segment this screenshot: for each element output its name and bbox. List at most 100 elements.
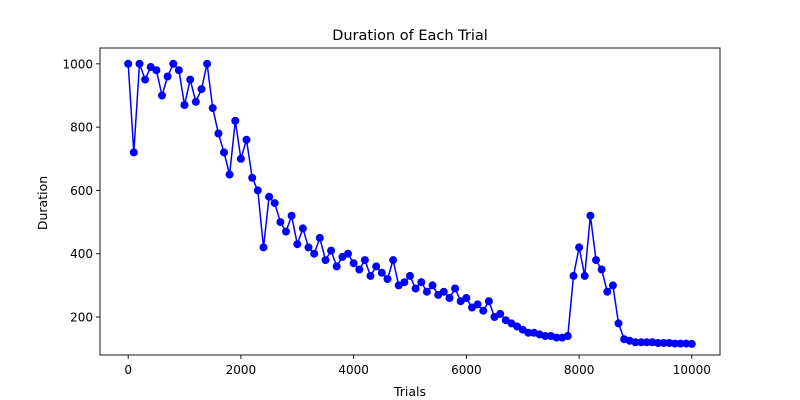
plot-frame [99, 47, 721, 356]
data-point-76 [552, 333, 561, 342]
data-point-5 [152, 66, 161, 75]
data-point-94 [654, 339, 662, 347]
data-point-15 [208, 104, 217, 113]
data-point-14 [203, 59, 212, 68]
data-point-54 [428, 281, 437, 290]
chart-title: Duration of Each Trial [332, 28, 488, 44]
data-point-78 [563, 332, 572, 340]
data-point-95 [659, 339, 668, 347]
data-point-28 [282, 227, 290, 236]
x-tick-label: 10000 [673, 363, 711, 377]
data-point-9 [174, 66, 183, 75]
data-point-24 [259, 243, 268, 252]
data-point-81 [580, 271, 589, 280]
data-point-6 [158, 91, 166, 100]
data-point-56 [439, 287, 448, 296]
data-point-80 [575, 243, 584, 252]
data-point-79 [569, 271, 578, 280]
data-point-82 [586, 211, 595, 220]
data-point-57 [445, 294, 454, 302]
data-point-34 [315, 233, 324, 242]
data-point-25 [265, 192, 274, 201]
data-point-98 [676, 339, 685, 348]
data-point-10 [180, 101, 189, 109]
x-tick-label: 8000 [564, 363, 595, 377]
data-point-2 [135, 59, 144, 68]
data-point-47 [389, 256, 398, 265]
data-point-7 [163, 72, 172, 81]
data-point-26 [270, 199, 279, 208]
data-point-1 [129, 148, 138, 157]
y-tick-label: 1000 [62, 57, 93, 71]
plot-area [124, 59, 696, 348]
data-point-37 [332, 262, 341, 271]
data-point-17 [220, 148, 228, 157]
data-point-20 [236, 154, 245, 163]
y-tick-label: 400 [70, 247, 93, 261]
x-axis: 0 2000 4000 6000 8000 10000 [124, 355, 711, 377]
data-point-46 [383, 275, 392, 283]
data-point-62 [473, 300, 482, 309]
x-axis-label: Trials [393, 384, 426, 399]
data-point-50 [406, 271, 414, 280]
data-point-87 [614, 319, 623, 328]
data-point-97 [670, 339, 679, 348]
data-point-51 [411, 284, 420, 293]
data-point-0 [124, 59, 133, 68]
data-point-43 [366, 271, 375, 280]
data-point-33 [310, 249, 319, 258]
x-tick-label: 0 [124, 363, 132, 377]
data-point-30 [293, 240, 302, 249]
data-point-31 [298, 224, 307, 233]
data-point-8 [169, 59, 178, 68]
data-point-21 [242, 135, 251, 144]
y-tick-label: 200 [70, 311, 93, 325]
data-point-64 [484, 297, 493, 306]
data-point-22 [248, 173, 257, 182]
data-point-66 [496, 309, 505, 318]
y-axis: 200 400 600 800 1000 [62, 57, 100, 325]
data-point-100 [687, 339, 696, 348]
data-point-3 [141, 75, 150, 84]
data-point-63 [479, 306, 488, 315]
data-point-16 [214, 129, 223, 138]
data-point-39 [344, 249, 352, 258]
x-tick-label: 2000 [226, 363, 257, 377]
data-point-74 [541, 332, 550, 340]
data-point-18 [225, 170, 234, 179]
data-point-86 [608, 281, 617, 290]
data-point-53 [422, 287, 431, 296]
data-point-71 [524, 328, 533, 337]
data-point-90 [631, 338, 640, 347]
data-point-44 [372, 262, 381, 271]
y-tick-label: 800 [70, 121, 93, 135]
data-point-45 [377, 268, 386, 277]
data-point-83 [592, 256, 600, 265]
data-point-41 [355, 265, 364, 274]
y-tick-label: 600 [70, 184, 93, 198]
data-point-84 [597, 265, 606, 274]
data-point-27 [276, 218, 285, 227]
data-point-58 [451, 284, 460, 293]
data-point-60 [462, 294, 471, 302]
data-point-29 [287, 211, 296, 220]
data-point-11 [186, 75, 195, 84]
data-point-52 [417, 278, 426, 287]
data-point-40 [349, 259, 358, 268]
x-tick-label: 6000 [451, 363, 482, 377]
data-point-36 [327, 246, 336, 255]
data-point-85 [603, 287, 612, 296]
x-tick-label: 4000 [338, 363, 369, 377]
data-point-42 [360, 256, 369, 265]
data-point-35 [321, 256, 330, 265]
data-point-19 [231, 116, 240, 125]
data-point-91 [637, 338, 646, 347]
data-point-13 [197, 85, 206, 94]
data-point-12 [191, 97, 200, 106]
y-axis-label: Duration [35, 176, 50, 230]
data-point-92 [642, 338, 651, 347]
data-point-49 [400, 278, 409, 287]
data-point-23 [253, 186, 262, 195]
data-point-32 [304, 243, 313, 252]
